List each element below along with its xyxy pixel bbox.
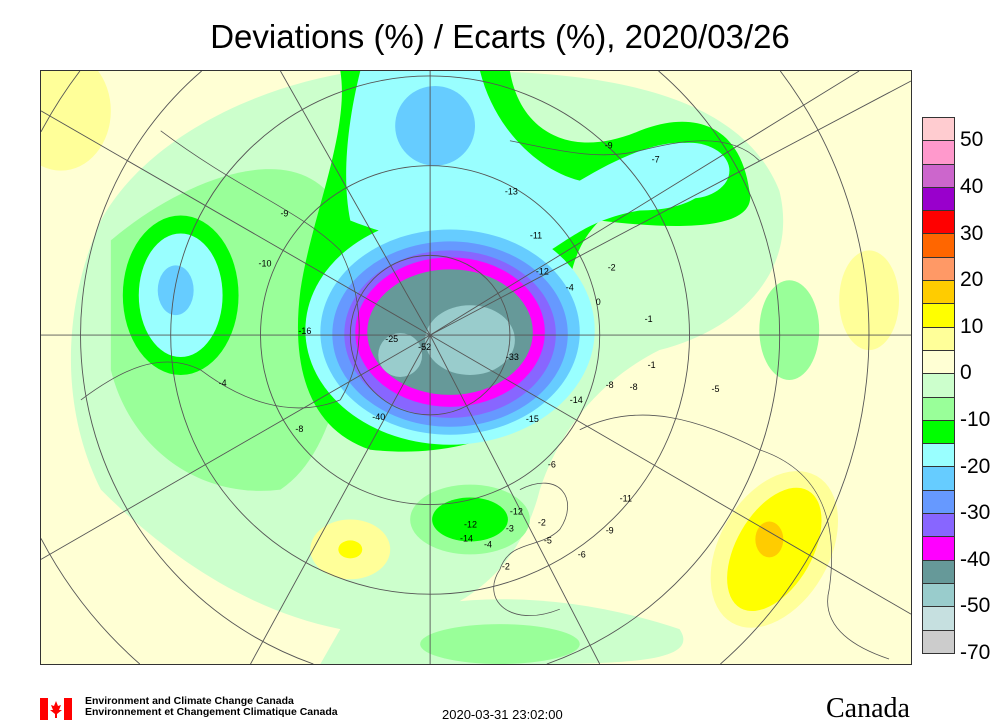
field-mid-green-bottom (420, 624, 580, 664)
contour-label: -9 (605, 141, 613, 151)
contour-label: -4 (484, 539, 492, 549)
legend-color-box (922, 186, 955, 212)
legend-color-box (922, 256, 955, 282)
legend-label: -30 (960, 501, 991, 525)
contour-label: -14 (570, 395, 583, 405)
legend-label: 40 (960, 174, 984, 198)
field-yellow-ne (839, 250, 900, 351)
field-orange-core (755, 521, 784, 558)
contour-label: -1 (648, 360, 656, 370)
contour-label: -2 (608, 262, 616, 272)
legend-color-box (922, 559, 955, 584)
organization-name: Environment and Climate Change Canada En… (85, 696, 338, 718)
legend-label: 30 (960, 221, 984, 245)
legend-color-box (922, 163, 955, 188)
contour-label: -8 (295, 424, 303, 434)
legend-label: -40 (960, 547, 991, 571)
legend-label: 20 (960, 268, 984, 292)
contour-label: -8 (630, 382, 638, 392)
contour-label: -2 (502, 561, 510, 571)
legend-color-box (922, 489, 955, 515)
contour-label: -52 (418, 342, 431, 352)
contour-label: -1 (645, 314, 653, 324)
canada-wordmark: Canada (826, 693, 910, 724)
legend-label: 0 (960, 361, 972, 385)
legend-color-box (922, 349, 955, 375)
legend-color-box (922, 582, 955, 608)
contour-label: -3 (506, 523, 514, 533)
legend-color-box (922, 233, 955, 258)
contour-label: -9 (280, 209, 288, 219)
legend-label: -10 (960, 407, 991, 431)
legend-color-box (922, 606, 955, 631)
field-lightblue-north (395, 85, 476, 166)
contour-label: -2 (538, 517, 546, 527)
organization-name-en: Environment and Climate Change Canada (85, 695, 294, 707)
contour-label: -8 (606, 380, 614, 390)
contour-label: -25 (385, 334, 398, 344)
organization-name-fr: Environnement et Changement Climatique C… (85, 706, 338, 718)
field-green-europe (432, 497, 508, 542)
legend-label: -50 (960, 594, 991, 618)
legend-label: -70 (960, 640, 991, 664)
field-cyan-ne (649, 142, 730, 199)
vortex-core (425, 305, 515, 375)
legend-label: 10 (960, 314, 984, 338)
field-lightblue-west (157, 265, 194, 316)
legend-color-box (922, 373, 955, 398)
contour-label: -7 (652, 155, 660, 165)
legend-label: 50 (960, 128, 984, 152)
legend-color-box (922, 536, 955, 561)
coastlines (80, 130, 890, 660)
contour-label: -33 (506, 352, 519, 362)
contour-label: -4 (566, 282, 574, 292)
contour-label: -11 (620, 494, 632, 504)
legend-color-box (922, 443, 955, 468)
contour-label: 0 (596, 297, 601, 307)
field-mid-green-east (759, 280, 820, 380)
contour-label: -4 (219, 378, 227, 388)
legend-color-box (922, 280, 955, 305)
legend-color-box (922, 396, 955, 421)
contour-label: -6 (578, 549, 586, 559)
legend-color-box (922, 117, 955, 142)
contour-label: -12 (464, 519, 477, 529)
contour-label: -16 (298, 326, 311, 336)
graticule (41, 71, 911, 664)
contour-label: -9 (606, 525, 614, 535)
page-title: Deviations (%) / Ecarts (%), 2020/03/26 (210, 18, 790, 55)
contour-label: -13 (505, 187, 518, 197)
legend-color-box (922, 629, 955, 654)
contour-label: -10 (259, 258, 272, 268)
canada-flag-logo (40, 698, 72, 720)
contour-label: -11 (530, 230, 542, 240)
contour-label: -5 (544, 535, 552, 545)
contour-labels: -16 -10 -9 -8 -4 -13 -11 -9 -7 -12 -2 -4… (219, 141, 720, 572)
contour-label: -5 (711, 384, 719, 394)
legend-color-box (922, 303, 955, 328)
legend-color-box (922, 210, 955, 235)
contour-label: -15 (526, 414, 539, 424)
legend-color-box (922, 419, 955, 445)
contour-label: -12 (536, 266, 549, 276)
generation-timestamp: 2020-03-31 23:02:00 (442, 707, 563, 722)
legend-color-box (922, 326, 955, 351)
contour-label: -14 (460, 533, 473, 543)
legend-color-box (922, 140, 955, 165)
contour-label: -12 (510, 507, 523, 517)
field-yellow-atlantic-core (338, 540, 363, 559)
legend-label: -20 (960, 454, 991, 478)
legend-color-box (922, 513, 955, 538)
polar-map: -16 -10 -9 -8 -4 -13 -11 -9 -7 -12 -2 -4… (40, 70, 912, 665)
color-legend: 50 40 30 20 10 0 -10 -20 -30 -40 -50 -70 (922, 117, 990, 664)
field-yellow-nw (41, 71, 111, 171)
contour-label: -40 (372, 412, 385, 422)
legend-color-box (922, 466, 955, 491)
contour-label: -6 (548, 460, 556, 470)
vortex-core-2 (378, 333, 423, 377)
